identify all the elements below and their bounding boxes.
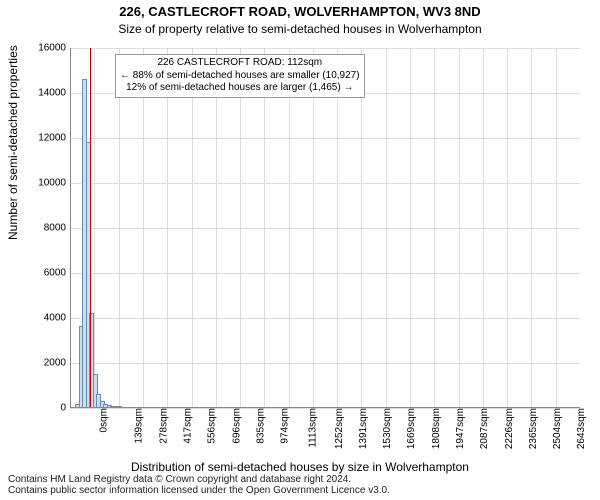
- footer-line-1: Contains HM Land Registry data © Crown c…: [8, 474, 592, 485]
- y-axis-label: Number of semi-detached properties: [6, 45, 20, 240]
- xtick-label: 417sqm: [182, 408, 193, 444]
- xtick-label: 556sqm: [207, 408, 218, 444]
- xtick-label: 1530sqm: [382, 408, 393, 449]
- xtick-label: 2226sqm: [504, 408, 515, 449]
- xtick-label: 139sqm: [134, 408, 145, 444]
- xtick-label: 2087sqm: [480, 408, 491, 449]
- annotation-line2: ← 88% of semi-detached houses are smalle…: [120, 70, 360, 83]
- xtick-label: 696sqm: [231, 408, 242, 444]
- footer-line-2: Contains public sector information licen…: [8, 485, 592, 496]
- ytick-label: 4000: [44, 313, 70, 324]
- histogram-plot: 02000400060008000100001200014000160000sq…: [70, 48, 580, 408]
- xtick-label: 1947sqm: [455, 408, 466, 449]
- ytick-label: 14000: [38, 88, 70, 99]
- ytick-label: 12000: [38, 133, 70, 144]
- annotation-box: 226 CASTLECROFT ROAD: 112sqm← 88% of sem…: [115, 54, 365, 98]
- xtick-label: 2643sqm: [577, 408, 588, 449]
- xtick-label: 0sqm: [98, 408, 109, 432]
- ytick-label: 16000: [38, 43, 70, 54]
- ytick-label: 8000: [44, 223, 70, 234]
- ytick-label: 6000: [44, 268, 70, 279]
- xtick-label: 2365sqm: [528, 408, 539, 449]
- xtick-label: 1808sqm: [431, 408, 442, 449]
- x-axis-label: Distribution of semi-detached houses by …: [0, 460, 600, 474]
- page-title: 226, CASTLECROFT ROAD, WOLVERHAMPTON, WV…: [0, 4, 600, 19]
- xtick-label: 1252sqm: [334, 408, 345, 449]
- annotation-line3: 12% of semi-detached houses are larger (…: [120, 82, 360, 95]
- footer-attribution: Contains HM Land Registry data © Crown c…: [8, 474, 592, 496]
- xtick-label: 1391sqm: [358, 408, 369, 449]
- xtick-label: 278sqm: [158, 408, 169, 444]
- xtick-label: 835sqm: [255, 408, 266, 444]
- ytick-label: 2000: [44, 358, 70, 369]
- ytick-label: 10000: [38, 178, 70, 189]
- chart-subtitle: Size of property relative to semi-detach…: [0, 22, 600, 36]
- annotation-line1: 226 CASTLECROFT ROAD: 112sqm: [120, 57, 360, 70]
- ytick-label: 0: [60, 403, 70, 414]
- xtick-label: 2504sqm: [552, 408, 563, 449]
- xtick-label: 1113sqm: [308, 408, 319, 448]
- xtick-label: 1669sqm: [407, 408, 418, 449]
- xtick-label: 974sqm: [280, 408, 291, 444]
- subject-marker-line: [90, 48, 91, 408]
